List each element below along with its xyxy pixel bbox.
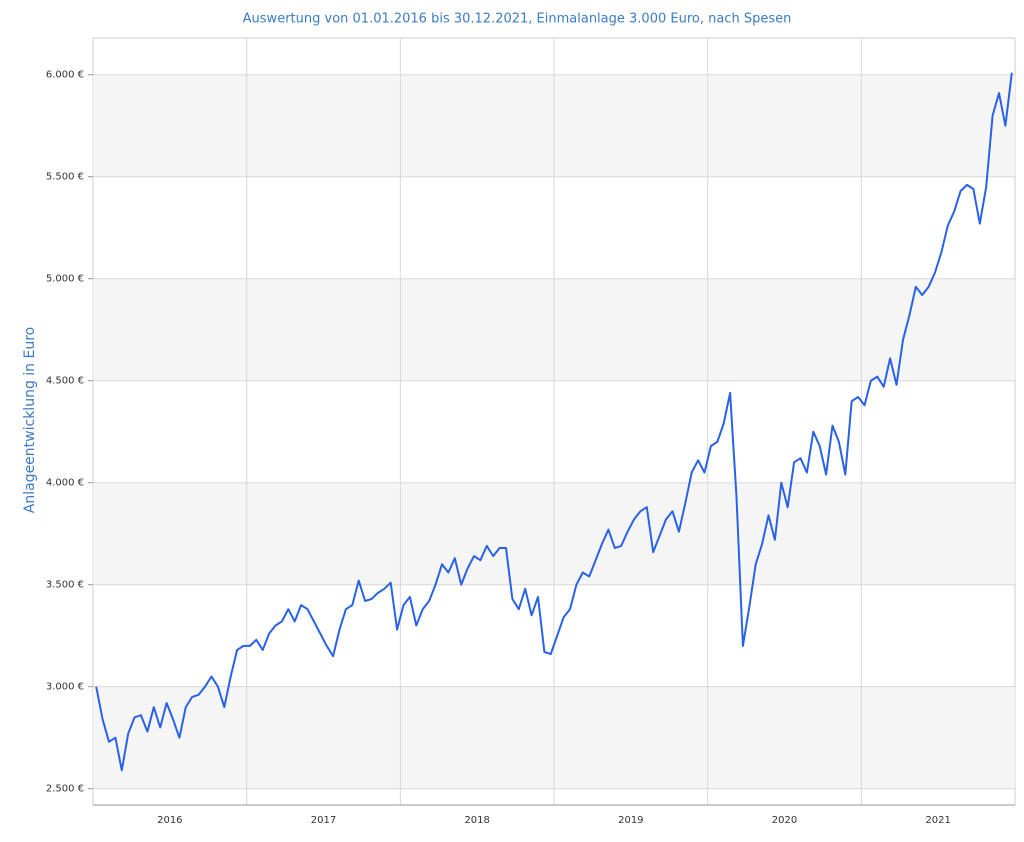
x-tick-label: 2016 <box>157 815 182 826</box>
y-tick-label: 6.000 € <box>46 70 84 81</box>
y-axis-label: Anlageentwicklung in Euro <box>22 327 38 513</box>
line-series <box>95 72 1013 772</box>
x-tick-label: 2021 <box>925 815 950 826</box>
x-tick-label: 2020 <box>772 815 797 826</box>
y-tick-label: 4.500 € <box>46 376 84 387</box>
x-tick-label: 2018 <box>464 815 489 826</box>
x-tick-label: 2017 <box>311 815 336 826</box>
chart-title: Auswertung von 01.01.2016 bis 30.12.2021… <box>243 12 792 27</box>
y-tick-label: 3.000 € <box>46 682 84 693</box>
x-tick-label: 2019 <box>618 815 643 826</box>
y-tick-label: 5.000 € <box>46 274 84 285</box>
y-tick-label: 3.500 € <box>46 580 84 591</box>
y-tick-label: 5.500 € <box>46 172 84 183</box>
y-tick-label: 4.000 € <box>46 478 84 489</box>
y-tick-label: 2.500 € <box>46 784 84 795</box>
